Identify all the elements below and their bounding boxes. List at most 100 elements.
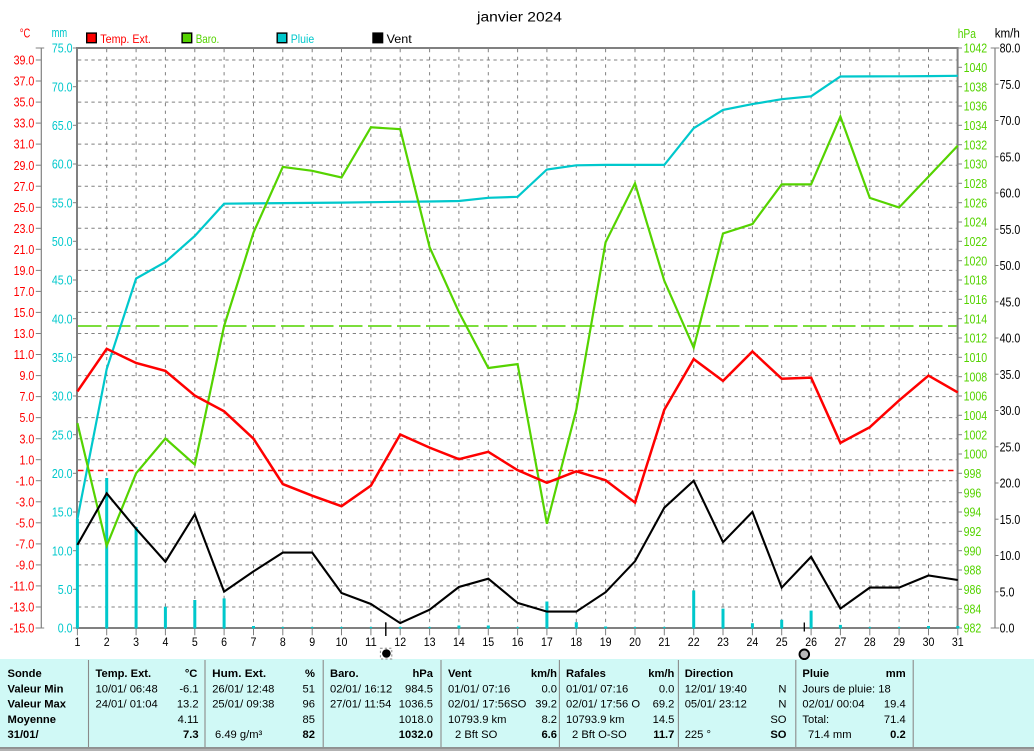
svg-text:1036: 1036	[964, 100, 988, 114]
svg-text:10: 10	[336, 635, 348, 649]
svg-text:hPa: hPa	[958, 27, 977, 41]
svg-text:°C: °C	[185, 668, 198, 680]
svg-text:8.2: 8.2	[541, 714, 557, 726]
svg-text:1032.0: 1032.0	[399, 729, 433, 741]
svg-text:60.0: 60.0	[52, 158, 73, 172]
svg-text:14.5: 14.5	[653, 714, 675, 726]
svg-text:24/01/ 01:04: 24/01/ 01:04	[96, 699, 158, 711]
svg-text:12: 12	[394, 635, 406, 649]
svg-text:1038: 1038	[964, 80, 988, 94]
svg-text:60.0: 60.0	[1000, 187, 1021, 201]
svg-text:3.0: 3.0	[20, 432, 35, 446]
svg-text:12/01/ 19:40: 12/01/ 19:40	[685, 683, 747, 695]
svg-text:9.0: 9.0	[20, 369, 35, 383]
svg-text:5: 5	[192, 635, 198, 649]
svg-text:14: 14	[453, 635, 465, 649]
svg-text:1018.0: 1018.0	[399, 714, 433, 726]
svg-text:2 Bft SO: 2 Bft SO	[455, 729, 498, 741]
svg-text:mm: mm	[886, 668, 906, 680]
svg-text:01/01/ 07:16: 01/01/ 07:16	[566, 683, 628, 695]
svg-text:1018: 1018	[964, 274, 988, 288]
svg-text:982: 982	[964, 622, 982, 636]
svg-text:6.6: 6.6	[541, 729, 557, 741]
svg-text:17: 17	[541, 635, 553, 649]
svg-text:225 °: 225 °	[685, 729, 711, 741]
svg-text:27: 27	[835, 635, 847, 649]
svg-text:6: 6	[221, 635, 227, 649]
svg-text:1040: 1040	[964, 61, 988, 75]
svg-text:Vent: Vent	[387, 32, 413, 46]
svg-text:1034: 1034	[964, 119, 988, 133]
svg-text:Valeur Max: Valeur Max	[8, 699, 67, 711]
svg-text:17.0: 17.0	[14, 285, 35, 299]
svg-text:5.0: 5.0	[58, 583, 73, 597]
svg-text:4: 4	[162, 635, 168, 649]
svg-text:23.0: 23.0	[14, 222, 35, 236]
svg-text:50.0: 50.0	[1000, 259, 1021, 273]
svg-text:mm: mm	[52, 26, 68, 40]
svg-text:SO: SO	[770, 714, 786, 726]
svg-text:4.11: 4.11	[178, 714, 199, 726]
svg-text:69.2: 69.2	[653, 699, 675, 711]
svg-text:Jours de pluie: 18: Jours de pluie: 18	[802, 683, 890, 695]
svg-text:8: 8	[280, 635, 286, 649]
svg-text:%: %	[305, 668, 315, 680]
svg-text:0.0: 0.0	[659, 683, 675, 695]
svg-text:02/01/ 17:56SO: 02/01/ 17:56SO	[448, 699, 527, 711]
svg-text:70.0: 70.0	[52, 80, 73, 94]
svg-text:30: 30	[923, 635, 935, 649]
svg-text:1.0: 1.0	[20, 453, 35, 467]
svg-text:1010: 1010	[964, 351, 988, 365]
svg-text:28: 28	[864, 635, 876, 649]
svg-text:45.0: 45.0	[52, 274, 73, 288]
svg-text:1022: 1022	[964, 235, 988, 249]
svg-text:25.0: 25.0	[52, 428, 73, 442]
svg-text:1020: 1020	[964, 254, 988, 268]
svg-text:1028: 1028	[964, 177, 988, 191]
svg-text:02/01/ 16:12: 02/01/ 16:12	[330, 683, 392, 695]
svg-text:35.0: 35.0	[52, 351, 73, 365]
svg-text:82: 82	[303, 729, 315, 741]
svg-text:-11.0: -11.0	[10, 580, 35, 594]
svg-text:1036.5: 1036.5	[399, 699, 433, 711]
svg-text:Direction: Direction	[685, 668, 734, 680]
svg-text:75.0: 75.0	[1000, 78, 1021, 92]
svg-text:30.0: 30.0	[1000, 404, 1021, 418]
svg-text:-3.0: -3.0	[16, 495, 35, 509]
svg-text:Temp. Ext.: Temp. Ext.	[100, 32, 151, 46]
svg-text:janvier 2024: janvier 2024	[476, 10, 562, 26]
svg-text:Sonde: Sonde	[8, 668, 42, 680]
svg-text:994: 994	[964, 506, 982, 520]
svg-text:7.0: 7.0	[20, 390, 35, 404]
svg-text:Temp. Ext.: Temp. Ext.	[96, 668, 152, 680]
svg-text:11: 11	[365, 635, 377, 649]
svg-text:23: 23	[717, 635, 729, 649]
svg-text:5.0: 5.0	[20, 411, 35, 425]
svg-text:65.0: 65.0	[1000, 150, 1021, 164]
svg-text:Pluie: Pluie	[802, 668, 829, 680]
svg-text:02/01/ 00:04: 02/01/ 00:04	[802, 699, 864, 711]
svg-text:11.0: 11.0	[14, 348, 35, 362]
svg-text:40.0: 40.0	[1000, 332, 1021, 346]
svg-text:-15.0: -15.0	[10, 622, 35, 636]
svg-text:0.0: 0.0	[58, 622, 73, 636]
svg-text:55.0: 55.0	[52, 196, 73, 210]
svg-text:01/01/ 07:16: 01/01/ 07:16	[448, 683, 510, 695]
svg-text:km/h: km/h	[531, 668, 557, 680]
svg-text:25.0: 25.0	[14, 201, 35, 215]
svg-text:33.0: 33.0	[14, 117, 35, 131]
svg-text:-5.0: -5.0	[16, 516, 35, 530]
svg-text:50.0: 50.0	[52, 235, 73, 249]
svg-text:1016: 1016	[964, 293, 988, 307]
svg-text:15: 15	[482, 635, 494, 649]
svg-text:26: 26	[805, 635, 817, 649]
svg-text:29: 29	[893, 635, 905, 649]
svg-text:2 Bft O-SO: 2 Bft O-SO	[572, 729, 627, 741]
svg-text:0.2: 0.2	[890, 729, 906, 741]
svg-text:-7.0: -7.0	[16, 538, 35, 552]
svg-text:96: 96	[303, 699, 315, 711]
svg-text:km/h: km/h	[648, 668, 674, 680]
svg-text:35.0: 35.0	[1000, 368, 1021, 382]
svg-text:55.0: 55.0	[1000, 223, 1021, 237]
svg-text:1032: 1032	[964, 138, 988, 152]
